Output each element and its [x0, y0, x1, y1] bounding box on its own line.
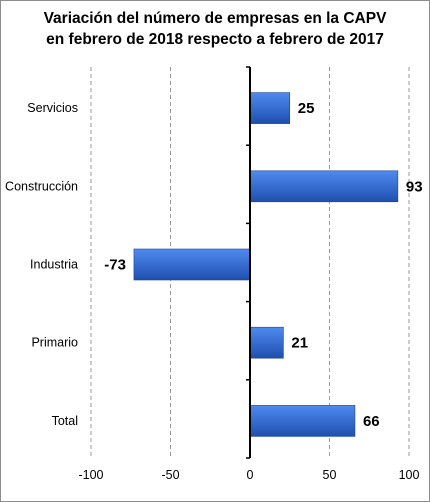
category-label: Construcción — [5, 179, 78, 193]
chart-title-line-1: Variación del número de empresas en la C… — [43, 10, 387, 27]
category-label: Industria — [30, 258, 78, 272]
category-label: Primario — [31, 336, 78, 350]
x-tick-label: -100 — [78, 468, 103, 482]
x-tick-label: -50 — [161, 468, 179, 482]
chart-title-line-2: en febrero de 2018 respecto a febrero de… — [46, 31, 384, 48]
data-label: 25 — [298, 100, 315, 117]
x-tick-label: 100 — [399, 468, 420, 482]
data-label: 21 — [291, 335, 308, 352]
bar — [249, 326, 284, 359]
category-label: Servicios — [27, 101, 78, 115]
category-label: Total — [52, 414, 78, 428]
chart-title: Variación del número de empresas en la C… — [0, 8, 430, 50]
bar — [249, 170, 399, 203]
data-label: 93 — [406, 178, 423, 195]
data-label: -73 — [104, 257, 126, 274]
x-tick-label: 50 — [323, 468, 337, 482]
bar — [249, 92, 291, 124]
bar — [249, 405, 356, 437]
data-label: 66 — [363, 413, 380, 430]
bar — [133, 248, 251, 281]
x-tick-label: 0 — [247, 468, 254, 482]
